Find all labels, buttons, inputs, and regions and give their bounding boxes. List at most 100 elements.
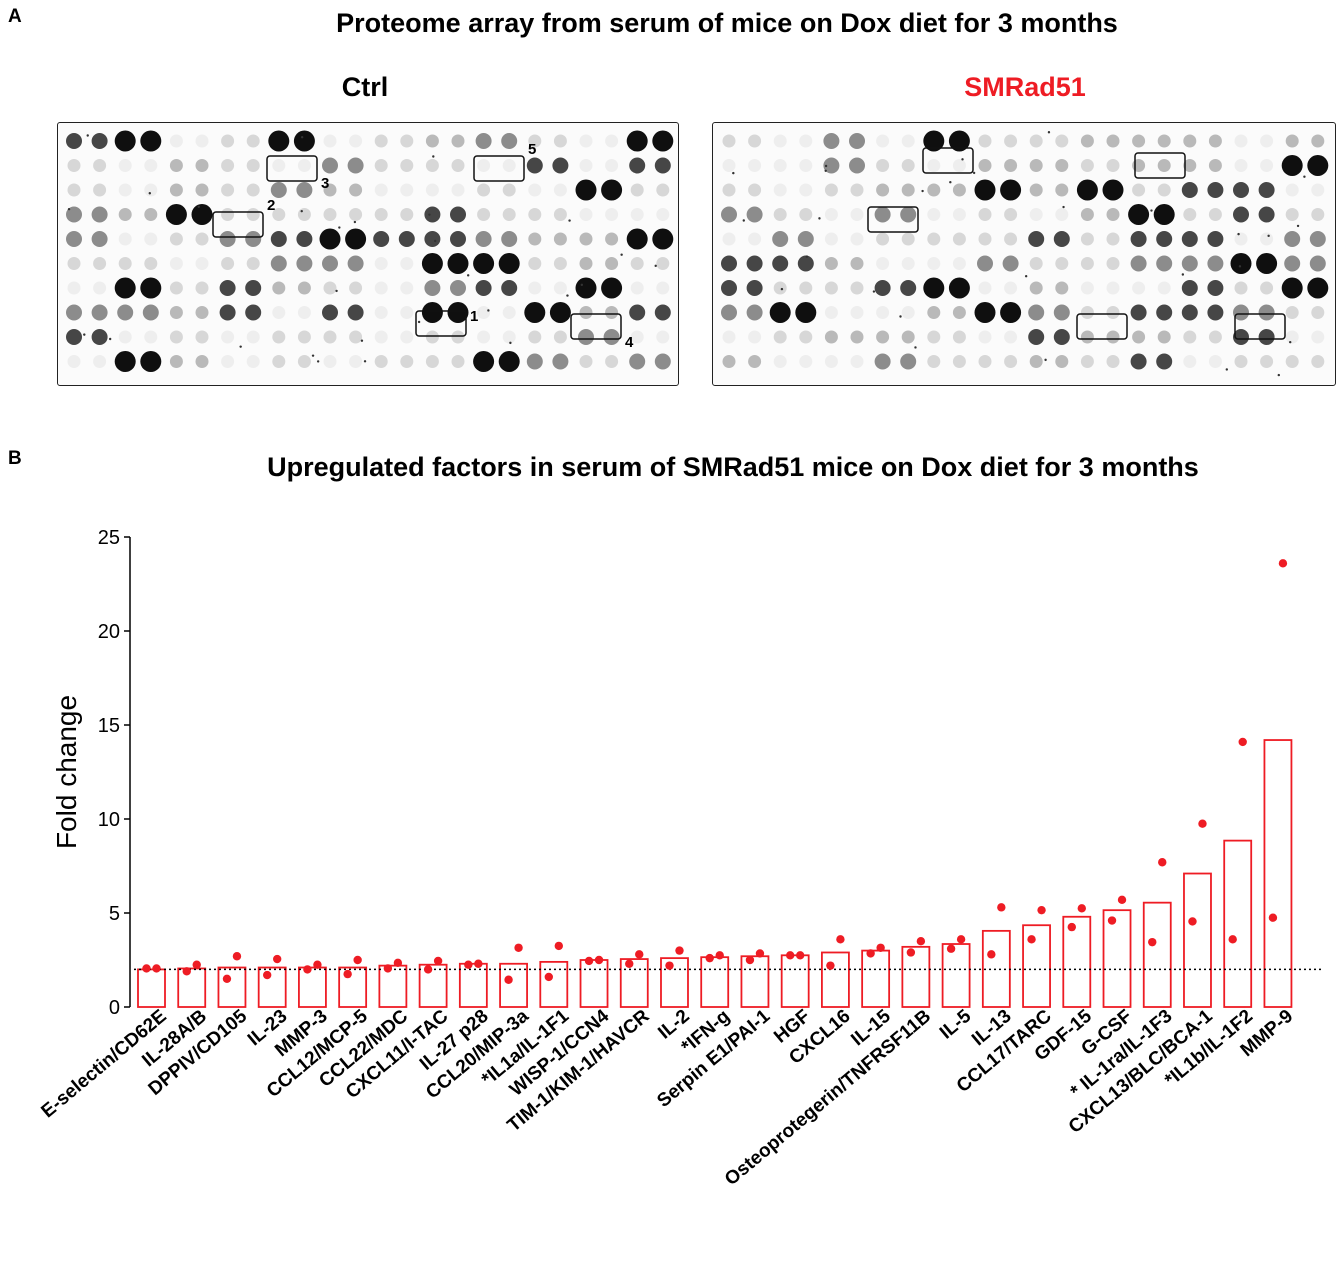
array-spot	[1029, 134, 1043, 148]
array-spot	[1055, 159, 1069, 172]
array-spot	[721, 255, 737, 272]
array-spot	[424, 280, 441, 296]
array-spot	[451, 159, 465, 172]
data-point	[705, 953, 714, 963]
array-spot	[195, 281, 209, 295]
array-spot	[246, 355, 260, 368]
array-spot	[876, 134, 890, 148]
array-spot	[630, 257, 644, 270]
data-point	[353, 955, 362, 965]
array-spot	[270, 231, 287, 247]
array-spot	[293, 130, 315, 152]
array-spot	[1311, 134, 1325, 148]
array-spot	[93, 281, 107, 295]
array-spot	[195, 355, 209, 368]
array-spot	[1080, 355, 1094, 368]
array-spot	[270, 182, 287, 198]
array-spot	[421, 302, 443, 323]
data-point	[222, 974, 232, 983]
array-spot	[1000, 302, 1022, 323]
array-spot	[67, 281, 81, 295]
array-spot	[1207, 304, 1224, 321]
array-spot	[67, 183, 81, 197]
array-spot	[221, 159, 235, 172]
array-spot	[374, 330, 388, 344]
array-spot	[1157, 183, 1171, 197]
y-tick-label: 25	[98, 527, 120, 549]
array-spot	[1233, 329, 1249, 345]
array-spot	[630, 330, 644, 344]
array-spot	[948, 277, 970, 299]
array-spot	[447, 253, 469, 274]
array-spot	[140, 130, 162, 152]
array-spot	[528, 134, 542, 148]
y-axis-label: Fold change	[51, 695, 82, 849]
array-spot	[1281, 277, 1303, 299]
array-spot	[1234, 355, 1248, 368]
data-point	[393, 958, 403, 968]
array-spot	[799, 208, 813, 221]
array-spot	[1307, 277, 1329, 299]
array-spot	[901, 306, 915, 319]
array-spot	[221, 183, 235, 197]
array-spot	[605, 159, 619, 172]
array-spot	[169, 257, 183, 270]
array-spot	[246, 159, 260, 172]
array-spot	[824, 208, 838, 221]
array-spot	[1080, 306, 1094, 319]
array-spot	[195, 306, 209, 319]
array-spot	[195, 257, 209, 270]
array-spot	[373, 231, 390, 247]
data-point	[946, 944, 956, 953]
array-spot	[272, 208, 286, 221]
array-spot	[1106, 281, 1120, 295]
array-spot	[1080, 257, 1094, 270]
array-spot	[579, 232, 593, 246]
array-spot	[425, 330, 439, 344]
array-spot	[502, 306, 516, 319]
array-spot	[952, 330, 966, 344]
y-tick-label: 20	[98, 621, 120, 643]
data-point	[866, 949, 875, 958]
bar	[177, 967, 207, 1008]
array-spot	[746, 206, 763, 223]
array-spot	[1132, 159, 1146, 172]
array-spot	[553, 281, 567, 295]
array-spot	[1055, 257, 1069, 270]
array-spot	[797, 231, 814, 247]
array-spot	[450, 280, 466, 296]
array-spot	[1260, 355, 1274, 368]
array-spot	[272, 159, 286, 172]
array-spot	[1208, 208, 1222, 221]
array-spot	[246, 330, 260, 344]
array-spot	[91, 231, 108, 247]
array-spot	[850, 281, 864, 295]
array-spot	[1080, 330, 1094, 344]
data-point	[795, 951, 805, 960]
array-spot	[477, 208, 491, 221]
array-spot	[1309, 231, 1326, 247]
array-spot	[722, 134, 736, 148]
array-spot	[246, 208, 260, 221]
array-spot	[824, 355, 838, 368]
array-spot	[1258, 304, 1275, 321]
bar	[821, 951, 850, 1008]
array-spot	[245, 231, 262, 247]
array-spot	[1233, 206, 1249, 223]
array-spot	[900, 206, 917, 223]
array-spot	[578, 329, 594, 345]
array-spot	[66, 304, 82, 321]
array-spot	[1130, 255, 1147, 272]
array-spot	[221, 134, 235, 148]
array-spot	[900, 353, 917, 370]
array-spot	[605, 257, 619, 270]
array-spot	[400, 183, 414, 197]
array-spot	[297, 208, 311, 221]
array-spot	[1106, 208, 1120, 221]
array-spot	[528, 330, 542, 344]
array-spot	[1053, 231, 1070, 247]
array-spot	[901, 232, 915, 246]
array-spot	[447, 302, 469, 323]
data-point	[836, 935, 845, 944]
